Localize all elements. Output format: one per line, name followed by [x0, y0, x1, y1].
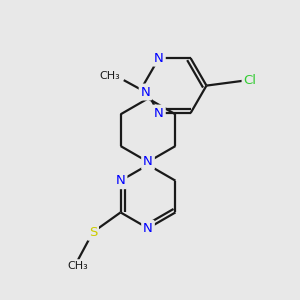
Text: N: N — [154, 52, 164, 64]
Text: S: S — [88, 226, 97, 239]
Text: N: N — [141, 85, 150, 98]
Text: N: N — [116, 174, 125, 187]
Text: CH₃: CH₃ — [68, 261, 88, 271]
Text: N: N — [154, 106, 164, 120]
Text: N: N — [143, 155, 153, 168]
Text: Cl: Cl — [244, 74, 256, 87]
Text: N: N — [143, 222, 153, 235]
Text: CH₃: CH₃ — [99, 71, 120, 81]
